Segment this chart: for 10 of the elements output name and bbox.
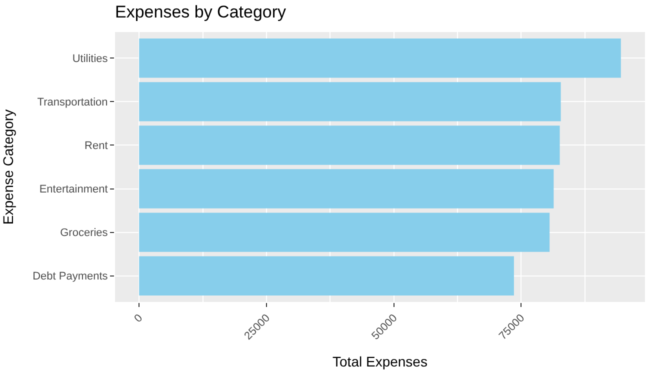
x-tick-label: 0: [132, 312, 146, 326]
y-axis-title: Expense Category: [0, 109, 16, 225]
y-tick-label: Debt Payments: [32, 270, 108, 283]
chart-title: Expenses by Category: [115, 2, 287, 22]
y-tick-label: Rent: [84, 140, 108, 152]
y-tick-label: Transportation: [37, 96, 108, 109]
y-tick-label: Utilities: [72, 52, 108, 65]
y-tick-label: Groceries: [60, 227, 108, 240]
x-axis-title: Total Expenses: [332, 354, 428, 370]
y-tick-label: Entertainment: [39, 184, 108, 196]
